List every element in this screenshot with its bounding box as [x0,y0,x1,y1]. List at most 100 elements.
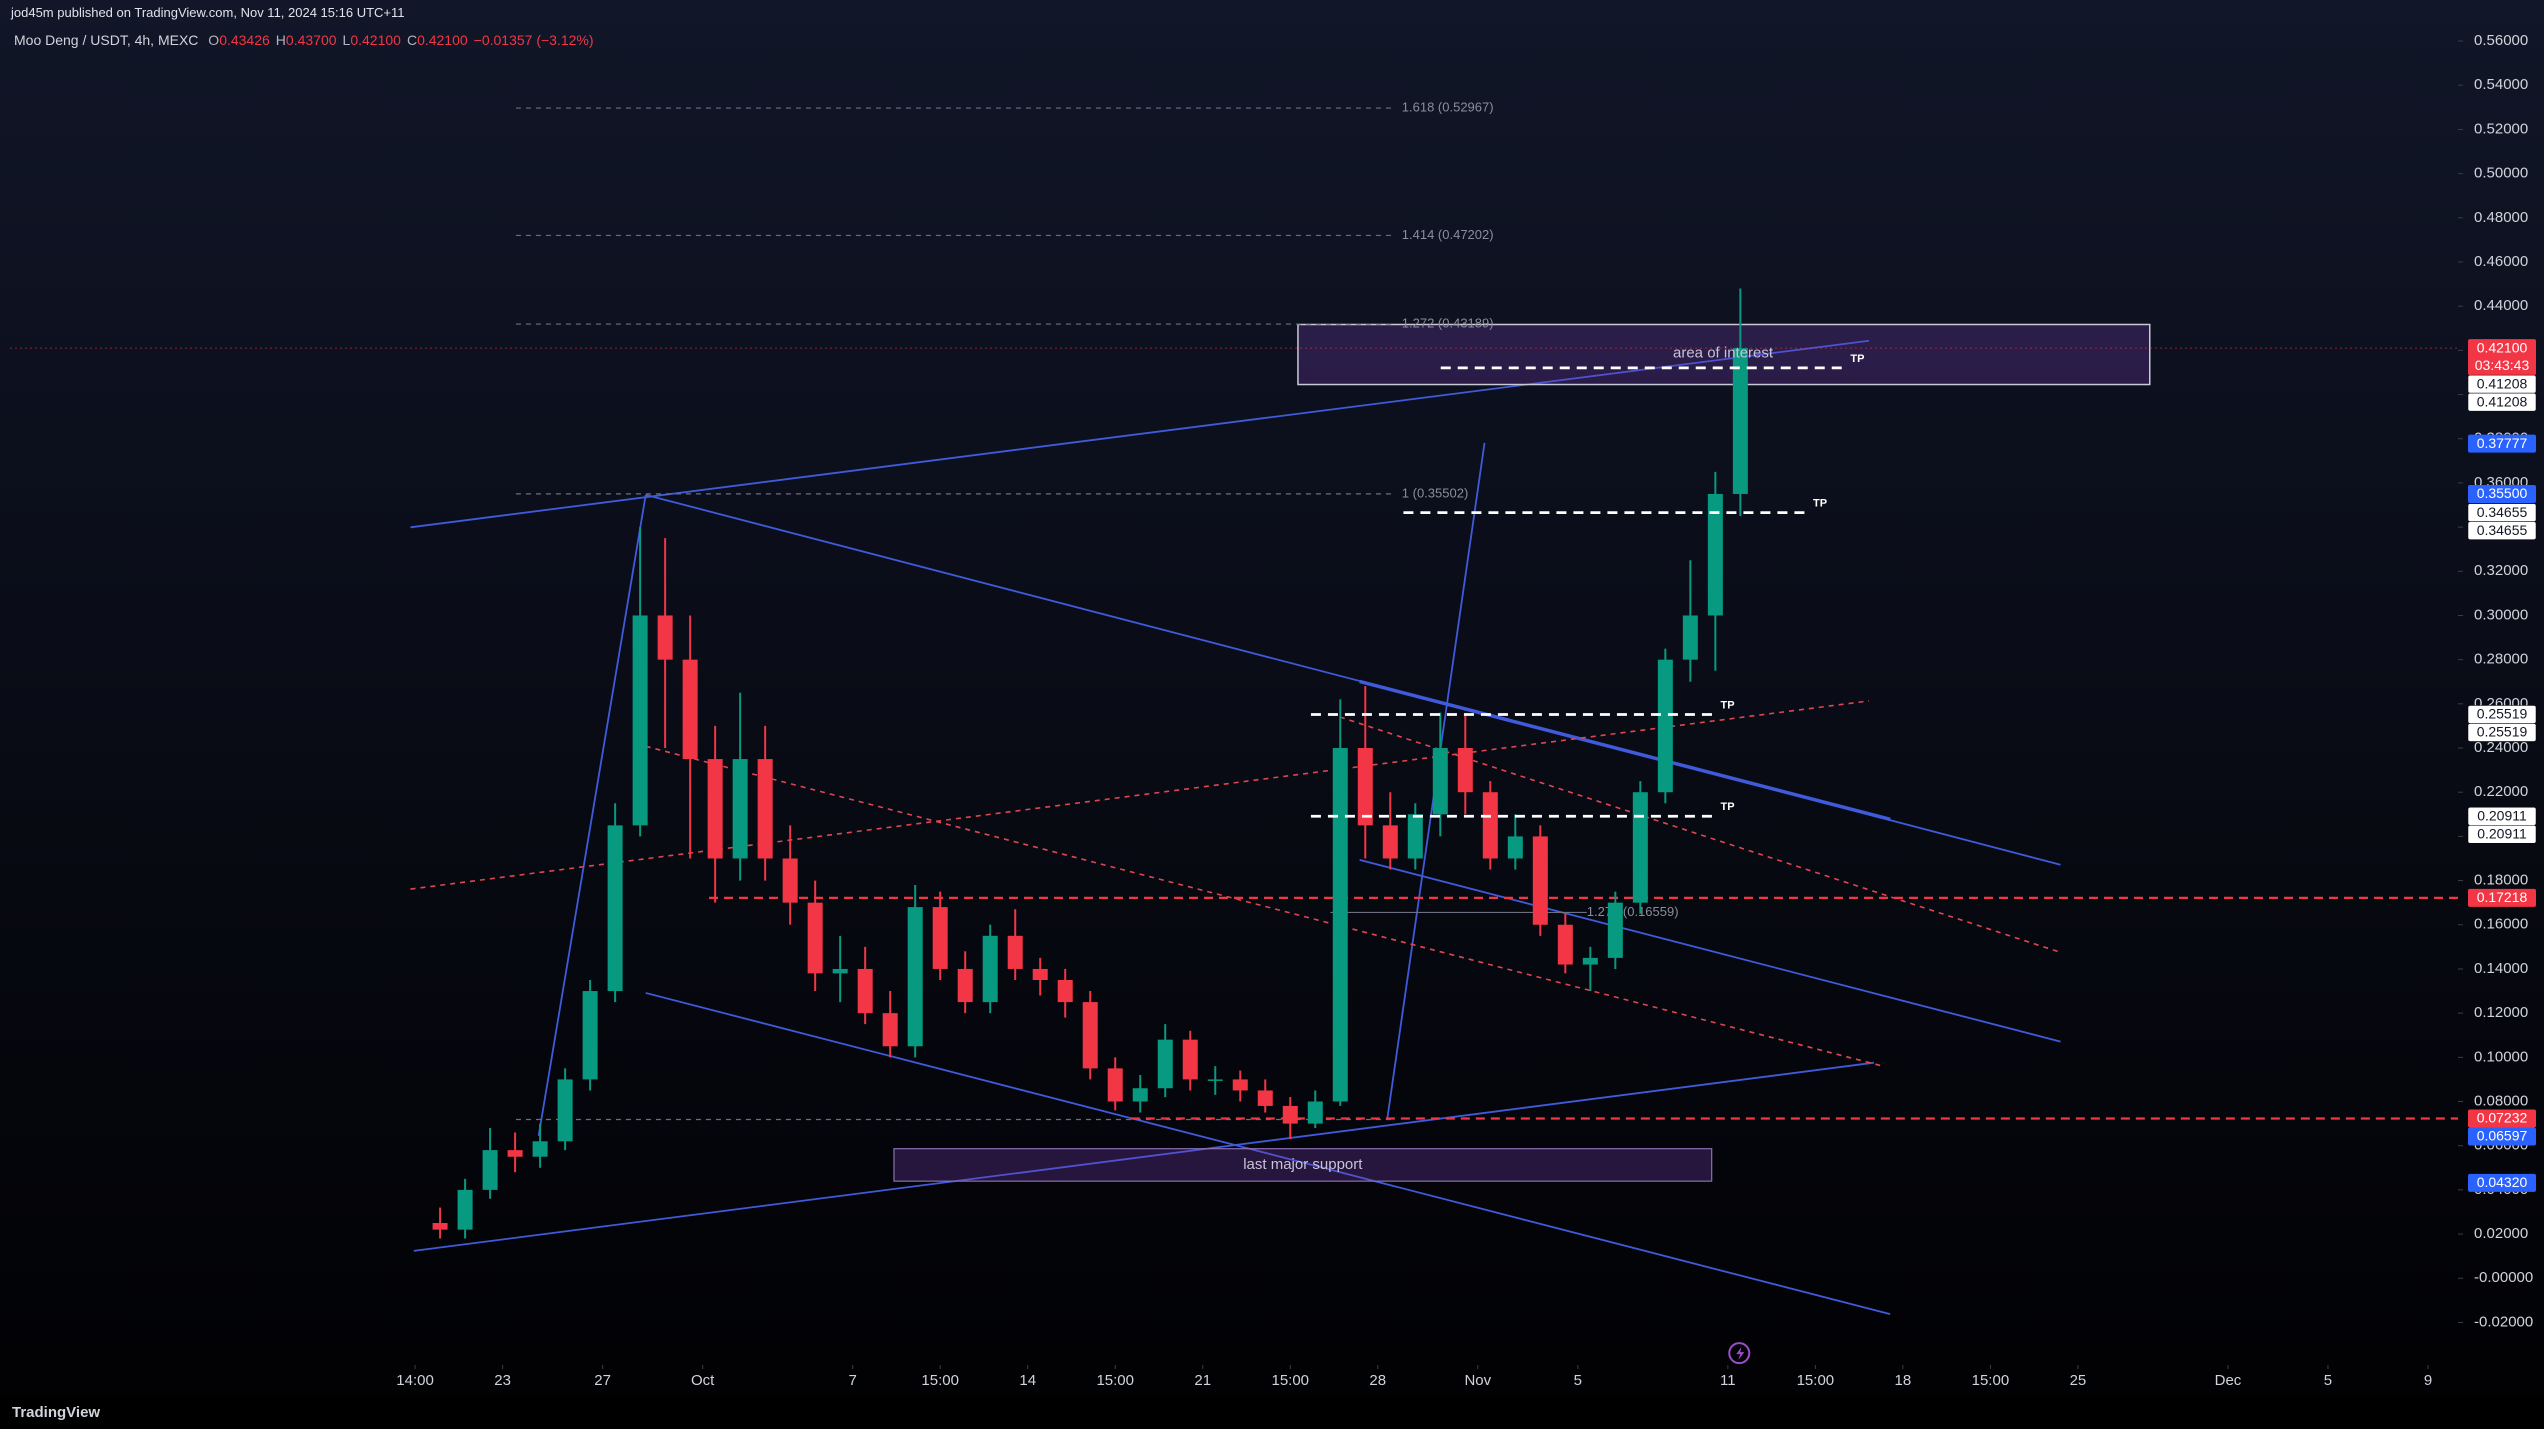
price-label: 0.25519 [2477,706,2528,722]
trendline [1359,679,1891,822]
price-label: 0.04320 [2477,1174,2528,1190]
trendline [413,1061,1875,1252]
candle-body [1132,1088,1148,1102]
logo: TradingView [12,1404,101,1421]
candle-body [432,1223,448,1230]
ohlc-value: 0.42100 [417,32,468,48]
candle-body [507,1150,523,1157]
annotation: area of interest [1673,345,1774,362]
candle-body [632,615,648,826]
candle-body [707,759,723,859]
dashed-trendline [1330,713,2061,954]
price-label-box [2468,888,2536,907]
x-tick-label: 27 [594,1372,611,1389]
candle-body [907,907,923,1047]
candle-body [457,1189,473,1230]
tp-label: TP [1813,498,1827,510]
x-tick-label: 15:00 [1096,1372,1134,1389]
x-tick-label: 14:00 [396,1372,434,1389]
x-tick-label: Oct [691,1372,715,1389]
drawings [410,323,2151,1365]
x-tick-label: 23 [494,1372,511,1389]
x-tick-label: 14 [1019,1372,1036,1389]
candle-body [1657,659,1673,793]
y-tick-label: -0.00000 [2474,1269,2533,1286]
candle-body [1007,935,1023,969]
x-tick-label: 5 [2324,1372,2332,1389]
x-tick-label: 15:00 [1797,1372,1835,1389]
symbol-legend: Moo Deng / USDT, 4h, MEXC O0.43426 H0.437… [14,32,594,48]
price-label: 0.06597 [2477,1128,2528,1144]
tp-label: TP [1721,699,1735,711]
x-tick-label: 5 [1574,1372,1582,1389]
candle-body [1507,836,1523,859]
symbol: Moo Deng / USDT, 4h, MEXC [14,32,199,48]
y-tick-label: 0.02000 [2474,1225,2528,1242]
candle-body [557,1079,573,1142]
price-label-box [2468,484,2536,503]
price-label-box [2468,339,2536,376]
candle-body [1182,1039,1198,1080]
candle-body [1082,1002,1098,1069]
candle-body [1732,348,1748,494]
x-tick-label: 25 [2070,1372,2087,1389]
candle-body [1357,748,1373,826]
candle-body [1232,1079,1248,1091]
candle-body [1032,968,1048,980]
y-tick-label: 0.18000 [2474,872,2528,889]
candle-body [757,759,773,859]
candle-body [882,1013,898,1047]
y-tick-label: 0.12000 [2474,1004,2528,1021]
price-label: 0.42100 [2477,339,2528,355]
ohlc-key: L [342,32,351,48]
candle-body [982,935,998,1003]
candle-body [657,615,673,660]
area-of-interest-box [1297,323,2151,386]
y-tick-label: 0.28000 [2474,651,2528,668]
candle-body [1682,615,1698,660]
candle-body [1257,1090,1273,1106]
candle-body [532,1141,548,1157]
candle-body [1532,836,1548,925]
candle-body [1107,1068,1123,1102]
price-label: 0.41208 [2477,375,2528,391]
candle-body [607,825,623,992]
dashed-trendline [645,745,1883,1067]
candle-body [682,659,698,760]
ohlc-key: C [406,32,418,48]
tp-label: TP [1850,353,1864,365]
footer: TradingView [0,1396,2544,1429]
x-tick-label: 15:00 [1271,1372,1309,1389]
y-tick-label: 0.48000 [2474,209,2528,226]
y-tick-label: 0.08000 [2474,1092,2528,1109]
price-label: 0.20911 [2477,825,2527,841]
countdown: 03:43:43 [2475,357,2530,373]
price-label-box [2467,825,2537,844]
candle-body [1557,924,1573,965]
fib-label: 1 (0.35502) [1402,485,1469,500]
fib-label: 1.272 (0.43189) [1402,316,1494,331]
candle-body [1632,792,1648,903]
y-tick-label: 0.22000 [2474,783,2528,800]
price-label-box [2468,434,2536,453]
y-tick-label: 0.30000 [2474,606,2528,623]
price-label: 0.25519 [2477,724,2528,740]
ohlc-key: H [275,32,286,48]
price-label-box [2468,1127,2536,1146]
x-tick-label: 15:00 [921,1372,959,1389]
x-tick-label: 21 [1194,1372,1211,1389]
y-tick-label: 0.54000 [2474,76,2528,93]
fib-label: 1.414 (0.47202) [1402,227,1494,242]
fib-label: 1.272 (0.16559) [1587,904,1679,919]
alert-icon [1728,1342,1751,1365]
price-label: 0.17218 [2477,889,2528,905]
candle-body [1457,748,1473,793]
price-label: 0.41208 [2477,393,2528,409]
price-label-box [2467,392,2537,412]
trendline [537,494,647,1136]
candle-body [1157,1039,1173,1089]
price-label: 0.34655 [2477,504,2528,520]
